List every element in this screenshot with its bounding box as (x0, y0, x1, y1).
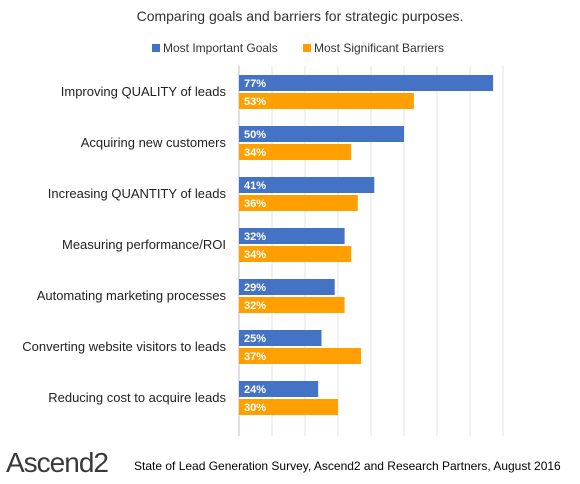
category-label: Converting website visitors to leads (22, 339, 226, 354)
barrier-value-label: 53% (244, 96, 266, 108)
goal-value-label: 25% (244, 333, 266, 345)
goal-value-label: 32% (244, 231, 266, 243)
goal-bar (239, 381, 319, 397)
source-note: State of Lead Generation Survey, Ascend2… (134, 459, 561, 473)
legend-label-goals: Most Important Goals (163, 41, 278, 55)
barrier-value-label: 34% (244, 147, 266, 159)
legend-label-barriers: Most Significant Barriers (314, 41, 444, 55)
goal-value-label: 29% (244, 282, 266, 294)
barrier-value-label: 36% (244, 198, 266, 210)
barrier-value-label: 34% (244, 249, 266, 261)
category-label: Automating marketing processes (37, 288, 227, 303)
barrier-bar (239, 246, 352, 262)
category-label: Improving QUALITY of leads (61, 84, 227, 99)
category-labels: Improving QUALITY of leads Acquiring new … (22, 84, 226, 405)
chart-title: Comparing goals and barriers for strateg… (137, 8, 464, 24)
barrier-value-label: 32% (244, 300, 266, 312)
category-label: Increasing QUANTITY of leads (48, 186, 227, 201)
category-label: Reducing cost to acquire leads (48, 390, 226, 405)
logo-number: 2 (93, 447, 109, 478)
goal-bar (239, 126, 404, 142)
goal-value-label: 41% (244, 180, 266, 192)
category-label: Acquiring new customers (81, 135, 227, 150)
logo-text: Ascend (6, 447, 94, 478)
barrier-bar (239, 297, 345, 313)
barrier-bar (239, 348, 362, 364)
goal-value-label: 77% (244, 78, 266, 90)
goal-bar (239, 75, 494, 91)
legend: Most Important Goals Most Significant Ba… (152, 41, 444, 55)
category-label: Measuring performance/ROI (62, 237, 226, 252)
legend-swatch-goals (152, 44, 160, 52)
goal-bar (239, 330, 322, 346)
goal-bar (239, 177, 375, 193)
barrier-bar (239, 93, 414, 109)
legend-swatch-barriers (303, 44, 311, 52)
barrier-bar (239, 144, 352, 160)
goal-bar (239, 228, 345, 244)
data-labels: 77% 53% 50% 34% 41% 36% 32% 34% 29% 32% 25% 37% 24% 3… (244, 78, 266, 414)
barrier-value-label: 30% (244, 402, 266, 414)
goal-value-label: 50% (244, 129, 266, 141)
bars (239, 75, 494, 415)
barrier-bar (239, 195, 358, 211)
goal-bar (239, 279, 335, 295)
barrier-value-label: 37% (244, 351, 266, 363)
barrier-bar (239, 399, 338, 415)
ascend2-logo: Ascend2 (6, 447, 109, 479)
goal-value-label: 24% (244, 384, 266, 396)
